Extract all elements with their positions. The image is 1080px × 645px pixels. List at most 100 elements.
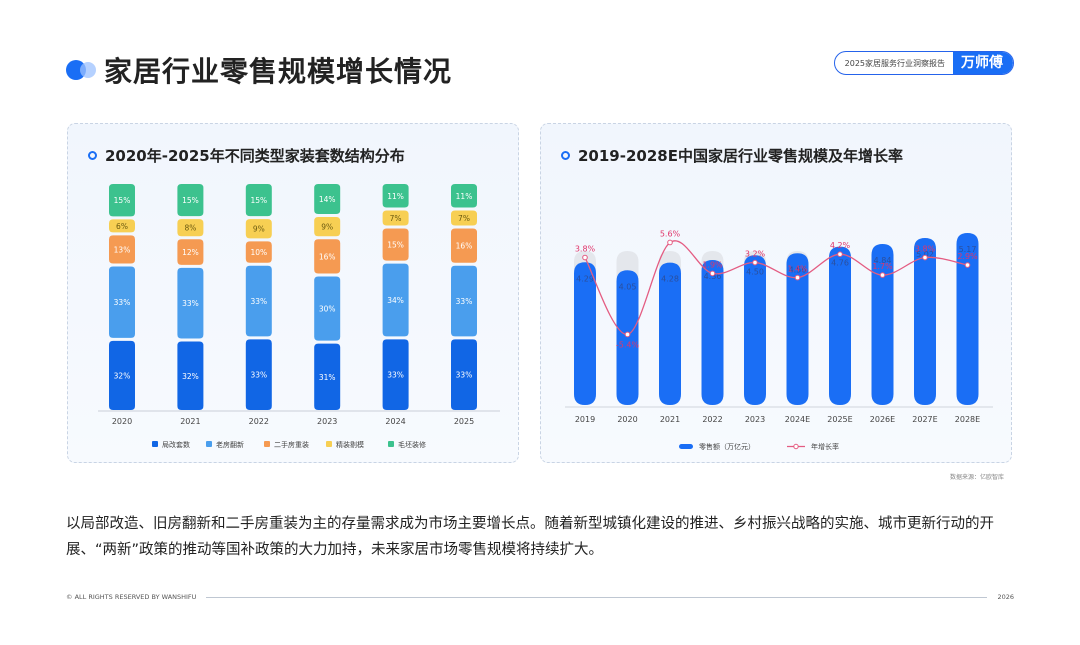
stacked-bar-segment [245, 241, 272, 263]
growth-rate-line [584, 240, 968, 336]
stacked-bar-segment [109, 340, 135, 410]
data-label: 31% [319, 373, 336, 382]
stacked-bar-segment [245, 265, 272, 337]
retail-chart-title-text: 2019-2028E中国家居行业零售规模及年增长率 [578, 147, 903, 165]
stacked-bar-segment [382, 228, 409, 261]
data-label: 33% [456, 371, 473, 380]
growth-rate-label: 1.7% [872, 262, 893, 271]
retail-chart: 4.29 2019 4.05 2020 4.28 2021 4.36 2022 4.50 2023… [565, 229, 993, 451]
growth-rate-point [582, 254, 588, 261]
growth-rate-label: 3.2% [745, 250, 766, 259]
title-bullet-icon [66, 57, 100, 83]
data-label: 10% [250, 248, 267, 257]
footer: © ALL RIGHTS RESERVED BY WANSHIFU 2026 [66, 591, 1014, 603]
x-tick-label: 2024 [385, 417, 405, 426]
data-label: 33% [456, 297, 473, 306]
growth-rate-point [709, 270, 716, 277]
report-label: 2025家居服务行业洞察报告 [844, 58, 945, 68]
source-note: 数据来源：亿欧智库 [950, 474, 1005, 481]
legend-label: 局改套数 [162, 440, 190, 449]
growth-rate-label: -5.4% [616, 340, 640, 349]
stacked-bar-segment [451, 265, 477, 337]
stacked-bar-segment [177, 267, 204, 339]
brand-badge: 2025家居服务行业洞察报告 万师傅 [833, 51, 1014, 75]
retail-bar [701, 259, 724, 405]
stacked-bar-segment [314, 343, 341, 410]
growth-rate-label: 2.9% [957, 252, 978, 261]
data-label: 33% [182, 299, 199, 308]
stacked-bar-segment [382, 339, 409, 410]
data-label: 14% [319, 195, 336, 204]
stacked-bar-segment [109, 266, 135, 338]
data-label: 33% [387, 371, 404, 380]
bar-value-label: 4.50 [746, 267, 764, 276]
data-label: 16% [319, 252, 336, 261]
stacked-bar-segment [109, 219, 135, 233]
circle-bullet-icon [561, 151, 570, 160]
stacked-bar-segment [177, 239, 204, 265]
x-tick-label: 2026E [870, 415, 895, 424]
x-tick-label: 2022 [249, 417, 269, 426]
legend-label: 精装剔模 [336, 440, 364, 449]
stacked-bar-segment [314, 184, 341, 214]
x-tick-label: 2028E [955, 415, 980, 424]
page-header: 家居行业零售规模增长情况 [66, 50, 452, 90]
bar-value-label: 4.36 [704, 272, 722, 281]
stacked-bar-segment [382, 184, 409, 208]
data-label: 7% [390, 214, 402, 223]
growth-rate-point [794, 274, 801, 281]
legend-swatch [152, 441, 158, 447]
retail-bar [744, 255, 766, 405]
bar-value-label: 4.29 [576, 274, 594, 283]
growth-rate-point [837, 251, 843, 257]
stacked-bar-segment [314, 216, 341, 237]
brand-logo: 万师傅 [953, 52, 1013, 74]
structure-chart-title: 2020年-2025年不同类型家装套数结构分布 [88, 145, 405, 166]
stacked-bar-segment [177, 184, 204, 217]
circle-bullet-icon [88, 151, 97, 160]
legend-label: 毛坯装修 [398, 440, 426, 449]
bar-value-label: 4.28 [661, 275, 679, 284]
retail-bar [871, 243, 894, 405]
x-tick-label: 2021 [180, 417, 200, 426]
stacked-bar-segment [177, 219, 204, 237]
stacked-bar-segment [245, 184, 272, 217]
x-tick-label: 2019 [575, 415, 595, 424]
data-label: 33% [250, 297, 267, 306]
stacked-bar-segment [314, 276, 341, 341]
data-label: 15% [114, 196, 131, 205]
data-label: 15% [182, 196, 199, 205]
data-label: 8% [184, 224, 196, 233]
data-label: 34% [387, 296, 404, 305]
data-label: 6% [116, 222, 128, 231]
body-paragraph: 以局部改造、旧房翻新和二手房重装为主的存量需求成为市场主要增长点。随着新型城镇化… [66, 516, 994, 558]
bar-value-label: 5.17 [959, 245, 977, 254]
retail-chart-title: 2019-2028E中国家居行业零售规模及年增长率 [561, 145, 903, 166]
bar-value-label: 4.84 [874, 256, 892, 265]
data-label: 13% [114, 245, 131, 254]
growth-rate-label: 5.6% [660, 229, 681, 238]
legend-label: 年增长率 [811, 442, 839, 451]
data-label: 15% [387, 241, 404, 250]
growth-rate-label: 1.9% [702, 260, 723, 269]
retail-bar [914, 237, 936, 405]
x-tick-label: 2024E [785, 415, 810, 424]
growth-rate-label: 4.2% [830, 241, 851, 250]
retail-bar [956, 232, 979, 405]
legend-label: 二手房重装 [274, 440, 309, 449]
stacked-bar-segment [382, 263, 409, 337]
footer-year: 2026 [997, 593, 1014, 601]
data-label: 33% [114, 298, 131, 307]
x-tick-label: 2025E [827, 415, 852, 424]
legend-swatch [326, 441, 332, 447]
stacked-bar-segment [451, 210, 477, 226]
stacked-bar-segment [382, 210, 409, 226]
data-label: 16% [456, 242, 473, 251]
growth-rate-point [922, 254, 928, 261]
x-tick-label: 2020 [617, 415, 637, 424]
page-title: 家居行业零售规模增长情况 [104, 55, 453, 88]
stacked-bar-segment [314, 239, 341, 274]
copyright-text: © ALL RIGHTS RESERVED BY WANSHIFU [66, 593, 197, 601]
stacked-bar-segment [245, 339, 272, 410]
bar-value-label: 4.56 [789, 265, 807, 274]
